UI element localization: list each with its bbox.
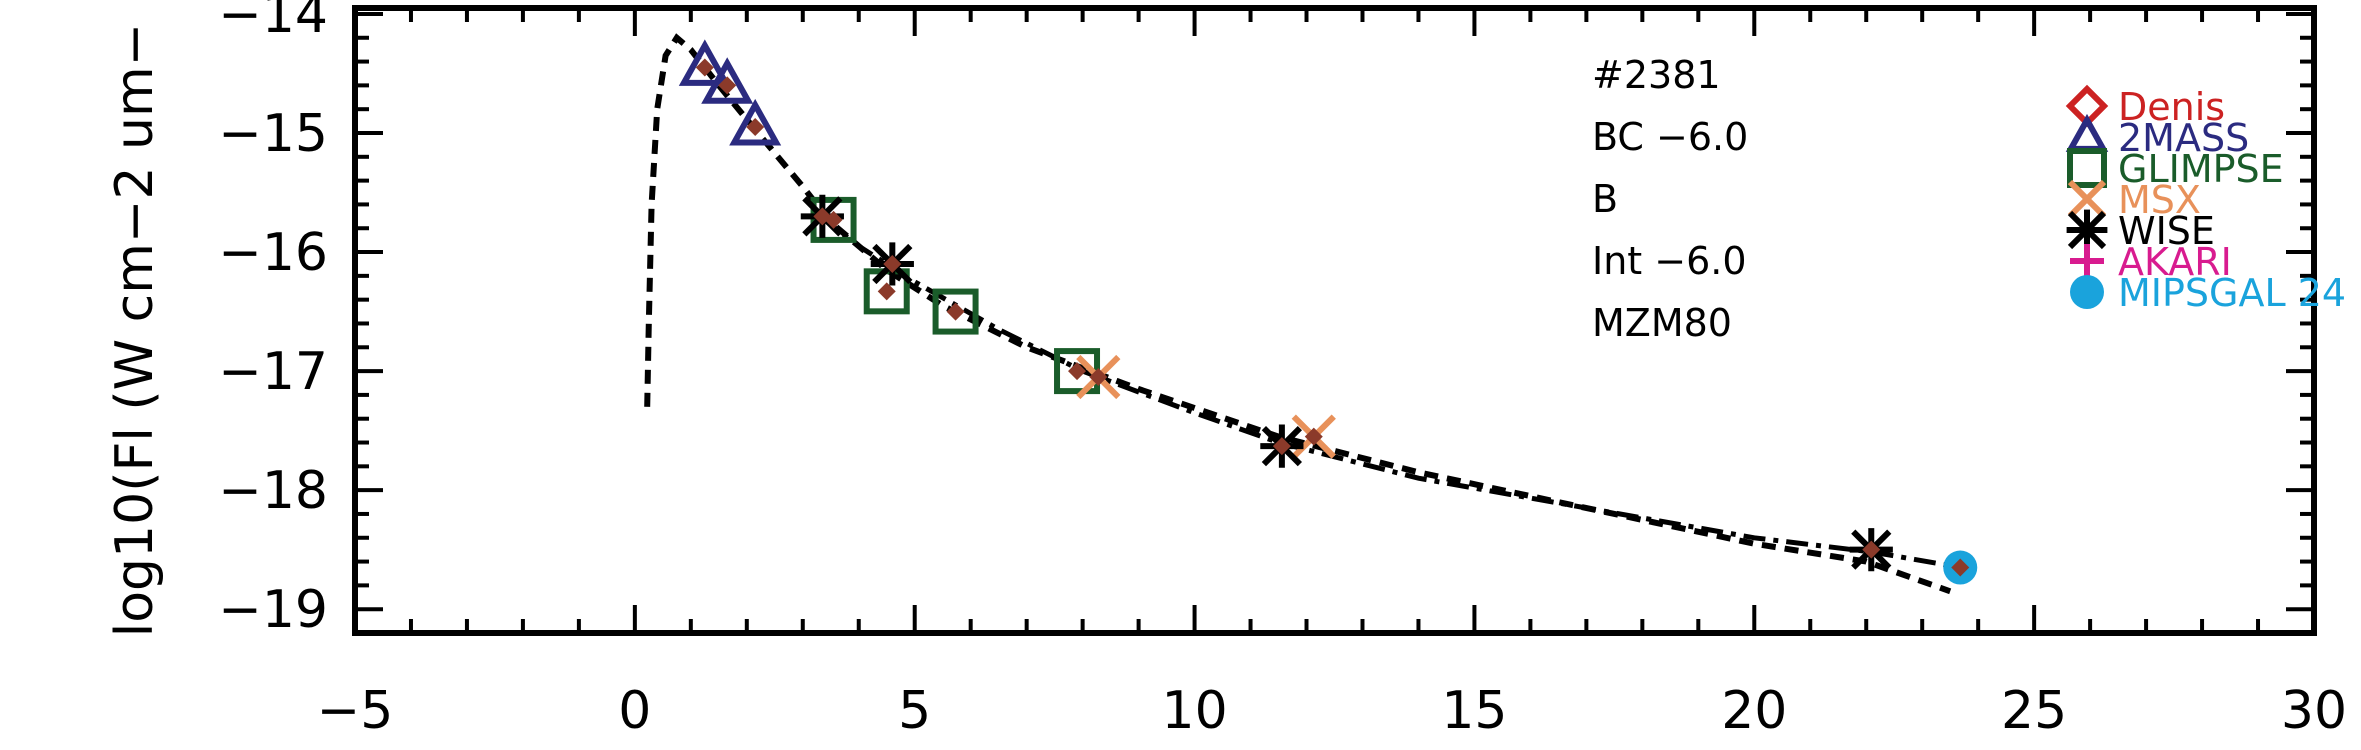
y-tick-label: −15 <box>218 104 328 164</box>
square-shape <box>932 288 979 335</box>
data-point-triangle <box>678 39 731 86</box>
small-diamond-shape <box>883 254 902 273</box>
sed-point <box>718 76 737 95</box>
data-point-square <box>810 196 857 243</box>
sed-point <box>946 302 965 321</box>
axis-ticks <box>353 8 2316 633</box>
square-shape <box>2067 148 2107 188</box>
sed-point <box>1272 437 1291 456</box>
sed-point <box>695 58 714 77</box>
legend-marker-triangle <box>2065 113 2109 152</box>
legend-label: Denis <box>2118 85 2225 129</box>
small-diamond-shape <box>1951 558 1970 577</box>
sed-point <box>1089 368 1108 387</box>
model-dashdot-line <box>818 214 1962 570</box>
x-tick-label: 30 <box>2281 681 2347 741</box>
x-stroke <box>2067 179 2107 219</box>
y-tick-label: −17 <box>218 342 328 402</box>
y-tick-label: −18 <box>218 461 328 521</box>
small-diamond-shape <box>1272 437 1291 456</box>
triangle-shape <box>2065 113 2109 152</box>
x-tick-label: −5 <box>317 681 394 741</box>
small-diamond-shape <box>1089 368 1108 387</box>
sed-point <box>877 282 896 301</box>
triangle-shape <box>729 98 782 146</box>
annotation-line: MZM80 <box>1592 301 1732 345</box>
x-tick-labels: −5 0 5 10 15 20 25 30 <box>317 681 2347 741</box>
triangle-shape <box>678 39 731 86</box>
y-tick-labels: −19 −18 −17 −16 −15 −14 <box>218 0 328 640</box>
sed-point <box>824 210 843 229</box>
legend-marker-square <box>2067 148 2107 188</box>
sed-point <box>1068 362 1087 381</box>
legend-label: GLIMPSE <box>2118 147 2284 191</box>
annotation-line: #2381 <box>1592 53 1721 97</box>
data-markers <box>678 39 1978 585</box>
legend-label: WISE <box>2118 209 2215 253</box>
x-tick-label: 0 <box>618 681 651 741</box>
small-diamond-shape <box>877 282 896 301</box>
data-point-square <box>932 288 979 335</box>
legend-marker-asterisk <box>2066 209 2108 251</box>
small-diamond-shape <box>695 58 714 77</box>
plot-frame <box>352 5 2317 636</box>
y-tick-label: −14 <box>218 0 328 45</box>
y-tick-label: −19 <box>218 580 328 640</box>
circle-shape <box>2070 275 2104 309</box>
annotation-line: BC −6.0 <box>1592 115 1748 159</box>
sed-point <box>746 118 765 137</box>
x-tick-label: 25 <box>2001 681 2067 741</box>
y-axis-title: log10(Fl (W cm−2 um− <box>105 23 165 637</box>
x-tick-label: 5 <box>898 681 931 741</box>
data-point-triangle <box>701 57 754 104</box>
x-tick-label: 10 <box>1161 681 1227 741</box>
small-diamond-shape <box>718 76 737 95</box>
small-diamond-shape <box>746 118 765 137</box>
small-diamond-shape <box>1068 362 1087 381</box>
small-diamond-shape <box>824 210 843 229</box>
legend-label: MSX <box>2118 178 2201 222</box>
triangle-shape <box>701 57 754 104</box>
sed-point <box>1951 558 1970 577</box>
sed-point <box>883 254 902 273</box>
y-tick-label: −16 <box>218 223 328 283</box>
small-diamond-shape <box>1862 540 1881 559</box>
x-tick-label: 20 <box>1721 681 1787 741</box>
legend-label: MIPSGAL 24 <box>2118 271 2346 315</box>
legend-label: 2MASS <box>2118 116 2249 160</box>
annotation-line: Int −6.0 <box>1592 239 1747 283</box>
legend-marker-circle <box>2070 275 2104 309</box>
model-curves <box>644 33 1962 595</box>
sed-point <box>1862 540 1881 559</box>
model-dashed-line <box>644 33 1952 595</box>
legend-marker-x <box>2067 179 2107 219</box>
sed-point <box>1304 427 1323 446</box>
legend-marker-plus <box>2070 244 2104 278</box>
annotation-line: B <box>1592 177 1618 221</box>
data-point-triangle <box>729 98 782 146</box>
legend-label: AKARI <box>2118 240 2232 284</box>
small-diamond-shape <box>1304 427 1323 446</box>
x-tick-label: 15 <box>1441 681 1507 741</box>
annotation-block: #2381 BC −6.0 B Int −6.0 MZM80 <box>1592 53 1748 345</box>
square-shape <box>810 196 857 243</box>
small-diamond-shape <box>946 302 965 321</box>
